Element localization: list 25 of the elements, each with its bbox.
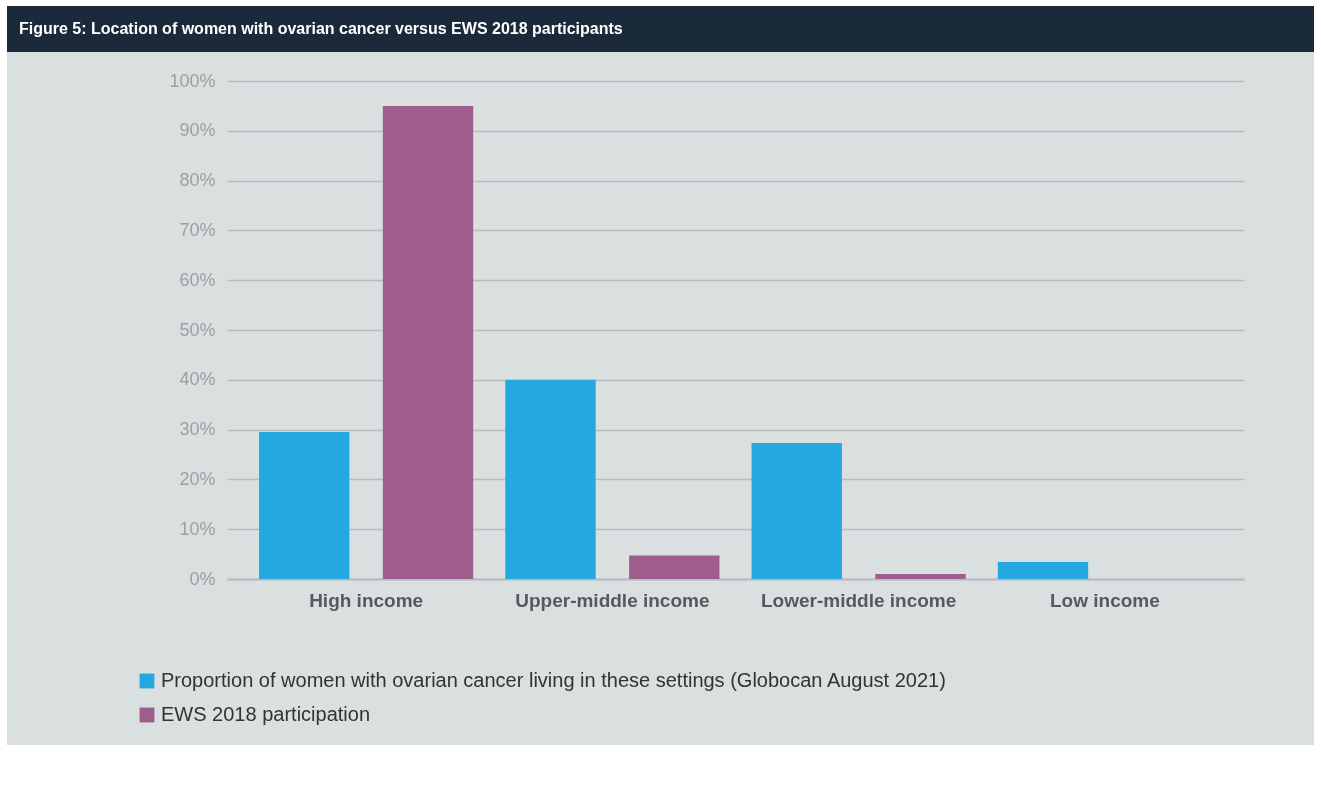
y-tick-label: 10%	[179, 518, 216, 539]
bar	[505, 379, 596, 579]
x-tick-label: High income	[309, 589, 424, 611]
bar	[382, 105, 474, 579]
legend-label: Proportion of women with ovarian cancer living in these settings (Globocan August 2021)	[161, 669, 946, 691]
bar	[997, 562, 1089, 579]
chart-title: Figure 5: Location of women with ovarian cancer versus EWS 2018 participants	[7, 6, 1314, 52]
legend-label: EWS 2018 participation	[161, 703, 371, 725]
y-tick-label: 60%	[179, 269, 216, 290]
y-tick-label: 80%	[179, 170, 216, 191]
bar	[875, 574, 966, 579]
bar	[629, 555, 720, 579]
bar	[751, 443, 842, 579]
x-tick-label: Upper-middle income	[515, 589, 710, 611]
bar	[259, 432, 350, 579]
x-tick-label: Low income	[1049, 589, 1160, 611]
y-tick-label: 40%	[179, 369, 216, 390]
y-tick-label: 0%	[189, 568, 216, 589]
y-tick-label: 50%	[179, 319, 216, 340]
x-tick-label: Lower-middle income	[760, 589, 957, 611]
y-tick-label: 30%	[179, 419, 216, 440]
y-tick-label: 20%	[179, 468, 216, 489]
y-tick-label: 100%	[169, 70, 216, 91]
y-tick-label: 70%	[179, 219, 216, 240]
y-tick-label: 90%	[179, 120, 216, 141]
